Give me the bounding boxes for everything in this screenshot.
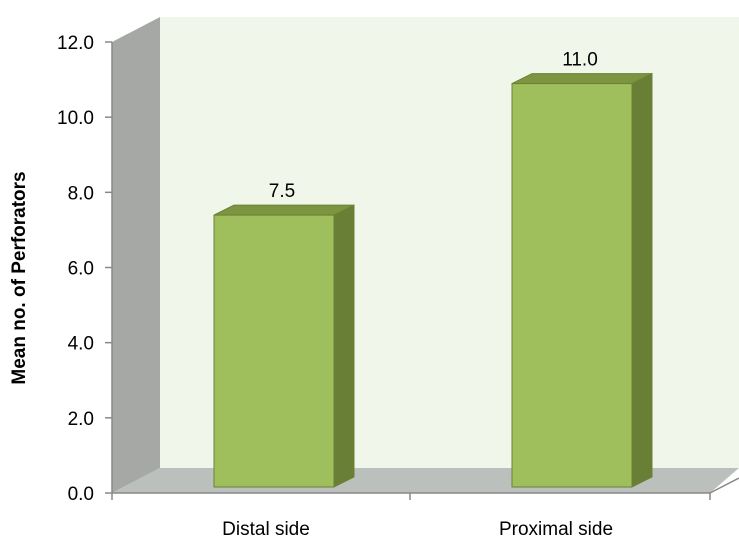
y-axis-title: Mean no. of Perforators <box>9 171 30 384</box>
side-wall <box>112 17 160 493</box>
y-tick-label: 8.0 <box>68 183 94 204</box>
x-tick-label-proximal-side: Proximal side <box>499 519 613 540</box>
bar-side <box>333 204 355 488</box>
bar-front <box>511 83 633 488</box>
y-tick-label: 4.0 <box>68 334 94 355</box>
x-axis-ticks <box>111 493 711 500</box>
y-tick-label: 12.0 <box>57 33 94 54</box>
y-axis-ticks: 0.0 2.0 4.0 6.0 8.0 10.0 12.0 <box>57 33 112 505</box>
bar-front <box>213 214 335 488</box>
bar-top <box>511 73 653 85</box>
bar-top <box>213 204 355 216</box>
bar: 11.0 <box>511 50 653 488</box>
bar: 7.5 <box>213 181 355 488</box>
bars: 7.5 11.0 <box>213 50 653 488</box>
y-tick-label: 10.0 <box>57 108 94 129</box>
y-tick-label: 2.0 <box>68 409 94 430</box>
y-tick-label: 6.0 <box>68 259 94 280</box>
x-tick-label-distal-side: Distal side <box>222 519 310 540</box>
x-axis-floor-edge <box>709 477 739 494</box>
data-label: 11.0 <box>562 50 598 71</box>
data-label: 7.5 <box>269 181 295 202</box>
bar-side <box>631 72 653 488</box>
y-tick-label: 0.0 <box>68 484 94 505</box>
